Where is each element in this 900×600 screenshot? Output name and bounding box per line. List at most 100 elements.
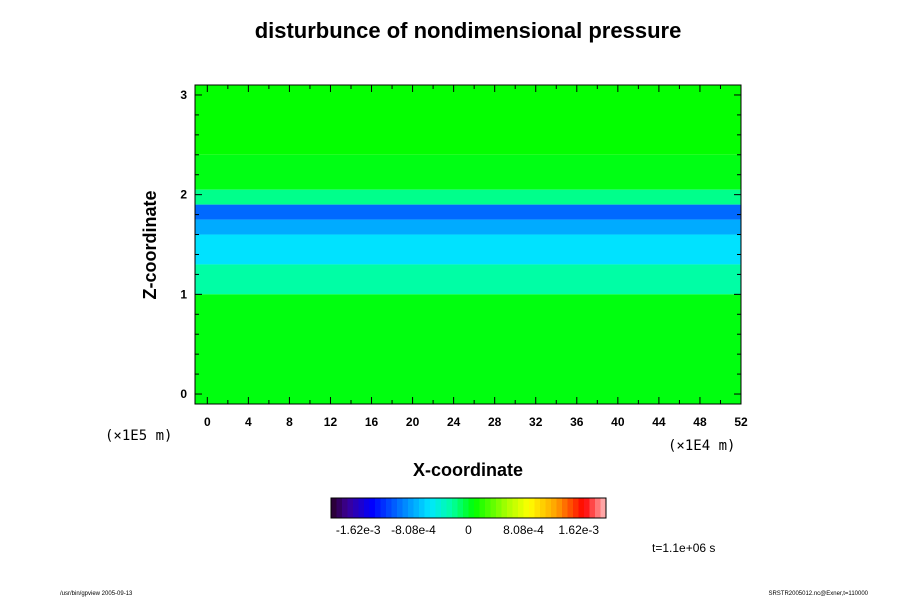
colorbar-tick-label: 8.08e-4	[503, 523, 544, 537]
y-tick-label: 3	[180, 88, 187, 102]
colorbar-cell	[441, 498, 447, 518]
field-band	[195, 189, 741, 205]
colorbar-cell	[369, 498, 376, 518]
x-scale-label: (×1E4 m)	[668, 438, 735, 454]
x-tick-label: 28	[488, 415, 502, 429]
colorbar-cell	[556, 498, 563, 518]
colorbar-cell	[430, 498, 436, 518]
colorbar-cell	[573, 498, 579, 518]
colorbar-cell	[501, 498, 508, 518]
field-band	[195, 154, 741, 190]
colorbar-cell	[435, 498, 442, 518]
x-tick-label: 4	[245, 415, 252, 429]
colorbar-cell	[342, 498, 348, 518]
colorbar-cell	[358, 498, 365, 518]
colorbar-cell	[551, 498, 557, 518]
x-tick-label: 48	[693, 415, 707, 429]
field-band	[195, 204, 741, 220]
colorbar-frame	[330, 497, 607, 519]
field-band	[195, 234, 741, 265]
colorbar-cell	[479, 498, 486, 518]
colorbar-cell	[353, 498, 359, 518]
footer-right-text: SRSTR2005012.nc@Exner,t=110000	[768, 591, 868, 597]
colorbar-cell	[397, 498, 403, 518]
colorbar-cell	[600, 498, 607, 518]
colorbar-cell	[490, 498, 497, 518]
colorbar-cell	[562, 498, 568, 518]
colorbar-cell	[507, 498, 513, 518]
x-tick-label: 20	[406, 415, 420, 429]
field-band	[195, 294, 741, 404]
colorbar-tick-label: 1.62e-3	[558, 523, 599, 537]
y-scale-label: (×1E5 m)	[105, 428, 172, 444]
colorbar-cell	[512, 498, 519, 518]
x-axis-label: X-coordinate	[413, 460, 523, 480]
y-tick-labels: 0 1 2 3	[180, 88, 187, 401]
colorbar-cell	[540, 498, 546, 518]
x-tick-label: 8	[286, 415, 293, 429]
time-annotation: t=1.1e+06 s	[652, 541, 715, 555]
y-tick-label: 1	[180, 287, 187, 301]
colorbar-cells	[331, 498, 607, 518]
colorbar-cell	[331, 498, 337, 518]
colorbar-cell	[457, 498, 464, 518]
y-axis-label: Z-coordinate	[140, 190, 160, 299]
colorbar-cell	[534, 498, 541, 518]
x-tick-label: 0	[204, 415, 211, 429]
colorbar-cell	[446, 498, 453, 518]
y-tick-label: 2	[180, 188, 187, 202]
colorbar-cell	[485, 498, 491, 518]
colorbar-cell	[419, 498, 425, 518]
colorbar-labels: -1.62e-3 -8.08e-4 0 8.08e-4 1.62e-3	[336, 523, 600, 537]
colorbar-cell	[468, 498, 475, 518]
x-tick-labels: 0 4 8 12 16 20 24 28 32 36 40 44 48 52	[204, 415, 748, 429]
colorbar-tick-label: -8.08e-4	[391, 523, 436, 537]
colorbar-cell	[347, 498, 354, 518]
x-tick-label: 36	[570, 415, 584, 429]
colorbar-cell	[523, 498, 530, 518]
colorbar-cell	[413, 498, 420, 518]
x-tick-label: 12	[324, 415, 338, 429]
colorbar-tick-label: 0	[465, 523, 472, 537]
colorbar-cell	[496, 498, 502, 518]
field-band	[195, 85, 741, 155]
colorbar-cell	[463, 498, 469, 518]
colorbar-cell	[529, 498, 535, 518]
colorbar-cell	[386, 498, 392, 518]
x-tick-label: 16	[365, 415, 379, 429]
colorbar-cell	[595, 498, 601, 518]
colorbar-cell	[424, 498, 431, 518]
colorbar-cell	[452, 498, 458, 518]
y-tick-label: 0	[180, 387, 187, 401]
colorbar-cell	[336, 498, 343, 518]
field-band	[195, 219, 741, 235]
field-band	[195, 264, 741, 295]
colorbar-cell	[402, 498, 409, 518]
plot-frame	[194, 84, 742, 405]
x-tick-label: 52	[734, 415, 748, 429]
colorbar-cell	[380, 498, 387, 518]
axis-ticks	[195, 85, 742, 404]
colorbar-cell	[391, 498, 398, 518]
x-tick-label: 32	[529, 415, 543, 429]
colorbar-cell	[364, 498, 370, 518]
heatmap-field	[195, 85, 741, 404]
chart-title: disturbunce of nondimensional pressure	[255, 18, 682, 43]
colorbar-cell	[589, 498, 596, 518]
colorbar-cell	[518, 498, 524, 518]
x-tick-label: 44	[652, 415, 666, 429]
colorbar-cell	[584, 498, 590, 518]
colorbar-cell	[408, 498, 414, 518]
colorbar-cell	[375, 498, 381, 518]
colorbar-cell	[567, 498, 574, 518]
colorbar-cell	[578, 498, 585, 518]
x-tick-label: 40	[611, 415, 625, 429]
colorbar-tick-label: -1.62e-3	[336, 523, 381, 537]
footer-left-text: /usr/bin/gpview 2005-09-13	[60, 591, 133, 597]
x-tick-label: 24	[447, 415, 461, 429]
colorbar-cell	[545, 498, 552, 518]
colorbar: -1.62e-3 -8.08e-4 0 8.08e-4 1.62e-3	[330, 497, 607, 537]
colorbar-cell	[474, 498, 480, 518]
